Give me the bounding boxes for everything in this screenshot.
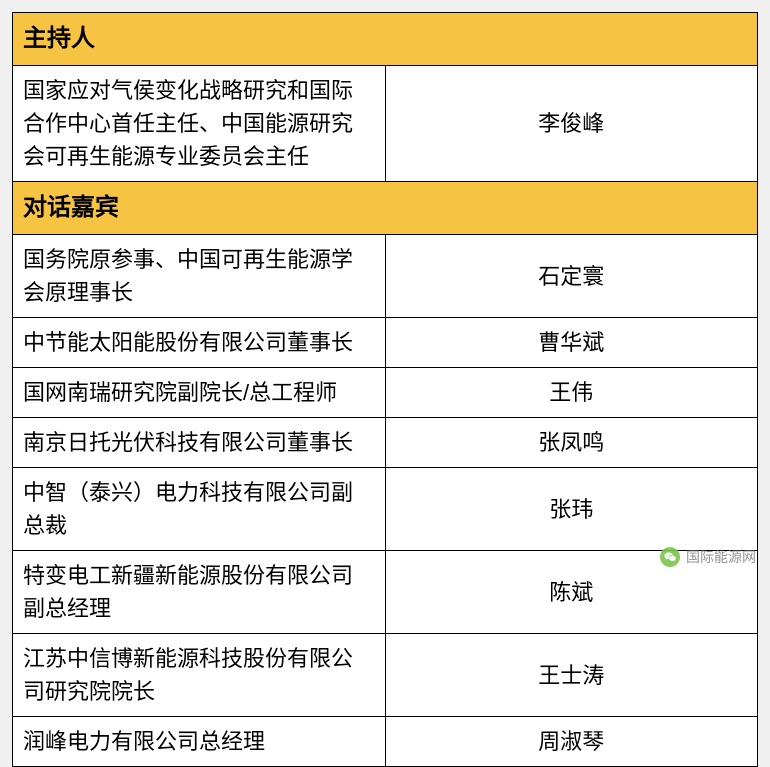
speaker-table: 主持人 国家应对气侯变化战略研究和国际合作中心首任主任、中国能源研究会可再生能源… <box>12 12 758 767</box>
name-cell: 周淑琴 <box>385 717 758 767</box>
wechat-icon <box>660 547 680 567</box>
title-cell: 江苏中信博新能源科技股份有限公司研究院院长 <box>13 634 386 717</box>
table-row: 中节能太阳能股份有限公司董事长 曹华斌 <box>13 318 758 368</box>
speaker-table-container: 主持人 国家应对气侯变化战略研究和国际合作中心首任主任、中国能源研究会可再生能源… <box>12 12 758 767</box>
title-cell: 南京日托光伏科技有限公司董事长 <box>13 418 386 468</box>
watermark-label: 国际能源网 <box>686 547 756 567</box>
title-cell: 国务院原参事、中国可再生能源学会原理事长 <box>13 235 386 318</box>
name-cell: 王士涛 <box>385 634 758 717</box>
title-cell: 中节能太阳能股份有限公司董事长 <box>13 318 386 368</box>
name-cell: 石定寰 <box>385 235 758 318</box>
title-cell: 中智（泰兴）电力科技有限公司副总裁 <box>13 468 386 551</box>
table-row: 国网南瑞研究院副院长/总工程师 王伟 <box>13 368 758 418</box>
table-row: 润峰电力有限公司总经理 周淑琴 <box>13 717 758 767</box>
table-row: 国务院原参事、中国可再生能源学会原理事长 石定寰 <box>13 235 758 318</box>
table-row: 特变电工新疆新能源股份有限公司副总经理 陈斌 <box>13 551 758 634</box>
table-row: 南京日托光伏科技有限公司董事长 张凤鸣 <box>13 418 758 468</box>
section-header-label: 主持人 <box>13 13 758 66</box>
name-cell: 张玮 <box>385 468 758 551</box>
table-row: 国家应对气侯变化战略研究和国际合作中心首任主任、中国能源研究会可再生能源专业委员… <box>13 66 758 182</box>
section-header-guests: 对话嘉宾 <box>13 182 758 235</box>
title-cell: 国网南瑞研究院副院长/总工程师 <box>13 368 386 418</box>
table-row: 江苏中信博新能源科技股份有限公司研究院院长 王士涛 <box>13 634 758 717</box>
section-header-host: 主持人 <box>13 13 758 66</box>
name-cell: 李俊峰 <box>385 66 758 182</box>
name-cell: 曹华斌 <box>385 318 758 368</box>
table-row: 中智（泰兴）电力科技有限公司副总裁 张玮 <box>13 468 758 551</box>
title-cell: 润峰电力有限公司总经理 <box>13 717 386 767</box>
watermark: 国际能源网 <box>660 547 756 567</box>
title-cell: 特变电工新疆新能源股份有限公司副总经理 <box>13 551 386 634</box>
name-cell: 张凤鸣 <box>385 418 758 468</box>
section-header-label: 对话嘉宾 <box>13 182 758 235</box>
name-cell: 王伟 <box>385 368 758 418</box>
title-cell: 国家应对气侯变化战略研究和国际合作中心首任主任、中国能源研究会可再生能源专业委员… <box>13 66 386 182</box>
